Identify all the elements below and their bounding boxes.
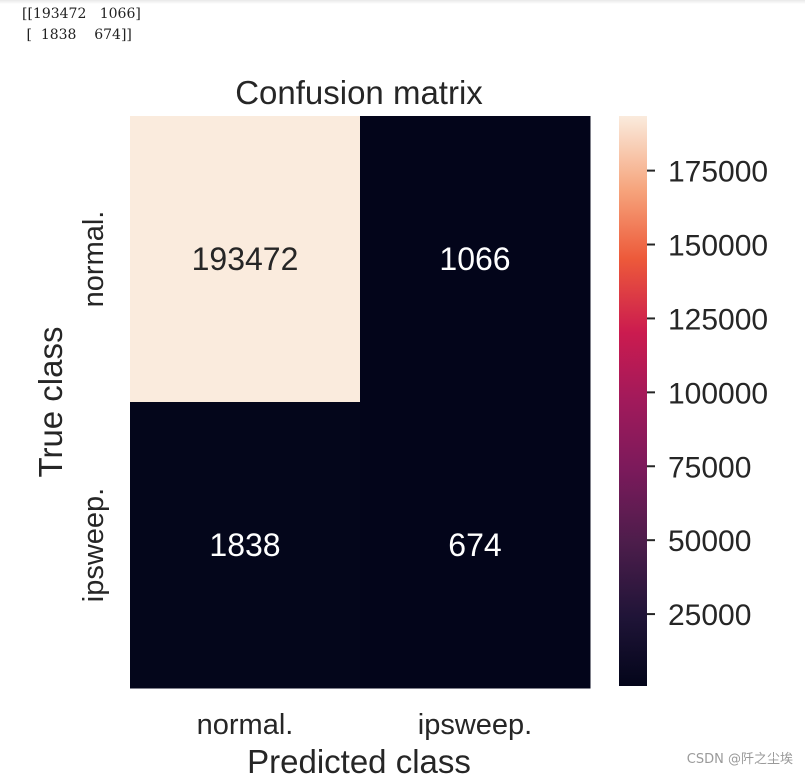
heatmap-annotations: 193472 1066 1838 674 [192,241,511,563]
colorbar-tick-label: 25000 [668,599,751,632]
colorbar-tick-label: 150000 [668,230,768,263]
console-line-1: [[193472 1066] [22,6,141,22]
y-axis-label: True class [32,327,69,478]
colorbar-tick-label: 100000 [668,377,768,410]
colorbar-tick-label: 75000 [668,451,751,484]
cell-value-label: 193472 [192,241,299,277]
cell-value-label: 674 [448,527,501,563]
x-axis-label: Predicted class [247,743,471,775]
watermark: CSDN @阡之尘埃 [686,752,793,767]
y-tick-labels: normal. ipsweep. [78,211,110,603]
colorbar-tick-label: 175000 [668,156,768,189]
console-output: [[193472 1066] [ 1838 674]] [22,4,141,46]
chart-title: Confusion matrix [235,74,483,111]
console-line-2: [ 1838 674]] [22,27,132,43]
cell-value-label: 1838 [209,527,280,563]
heatmap-cell [360,402,591,689]
heatmap-cell [130,402,361,689]
y-tick-label: ipsweep. [78,488,110,602]
x-tick-label: normal. [197,709,294,741]
colorbar-tick-label: 50000 [668,525,751,558]
cell-value-label: 1066 [439,241,510,277]
heatmap-cells [130,116,591,689]
x-tick-label: ipsweep. [418,709,532,741]
heatmap-cell [360,116,591,403]
x-tick-labels: normal. ipsweep. [197,709,533,741]
y-tick-label: normal. [78,211,110,308]
colorbar-ticks: 25000 50000 75000 100000 125000 150000 175000 [647,156,768,632]
top-shadow [0,0,805,4]
colorbar [619,116,647,686]
heatmap-cell [130,116,361,403]
colorbar-tick-label: 125000 [668,303,768,336]
